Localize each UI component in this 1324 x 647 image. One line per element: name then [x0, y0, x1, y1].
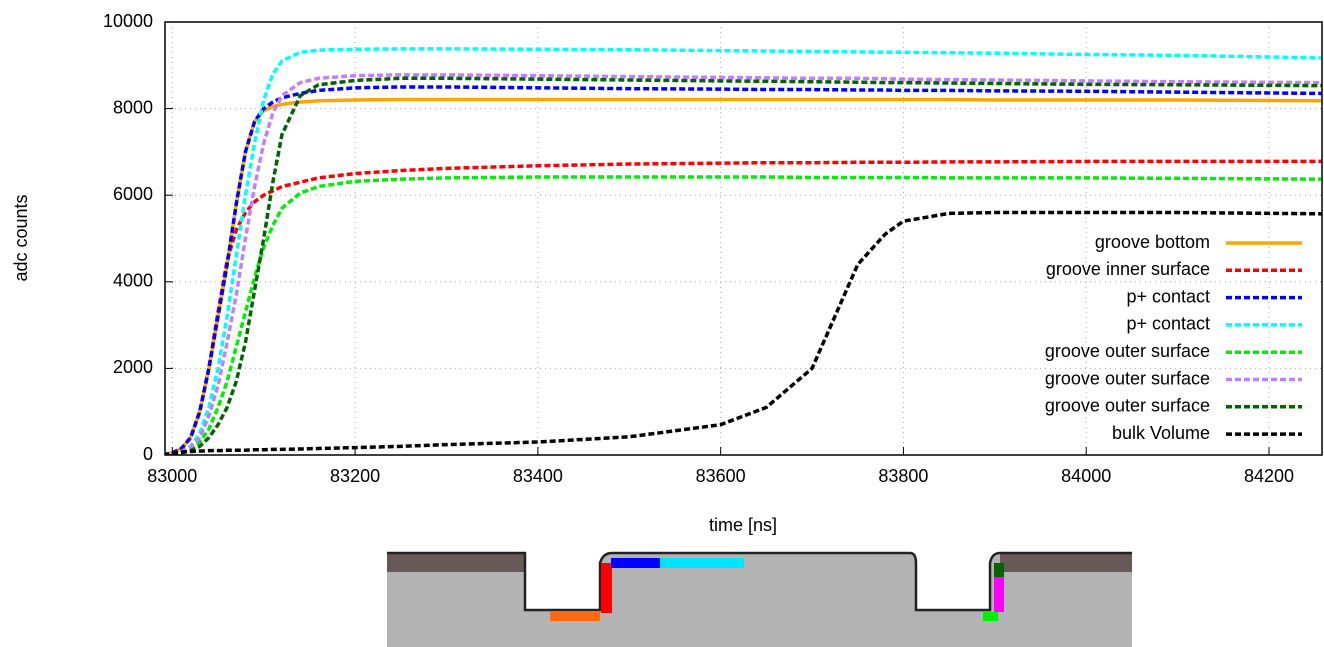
detector-diagram	[387, 551, 1132, 647]
series-line	[165, 73, 1322, 455]
legend-label: groove outer surface	[1045, 396, 1210, 416]
grid	[165, 21, 1322, 456]
y-tick-label: 0	[143, 444, 153, 464]
diagram-marker	[660, 558, 744, 568]
plot-lines	[165, 47, 1322, 455]
diagram-outline	[387, 551, 1132, 612]
y-tick-label: 8000	[113, 97, 153, 117]
diagram-top-layer	[387, 553, 525, 572]
series-line	[165, 175, 1322, 455]
labels: 0 2000 4000 6000 8000 10000 83000 83200 83400 836…	[103, 11, 1302, 486]
x-tick-label: 83400	[513, 466, 563, 486]
y-axis-label: adc counts	[11, 194, 31, 281]
y-tick-label: 4000	[113, 271, 153, 291]
plot-frame	[164, 21, 1323, 456]
series-line	[165, 85, 1322, 455]
series-line	[165, 210, 1322, 455]
diagram-marker	[601, 563, 612, 613]
legend-label: p+ contact	[1126, 314, 1210, 334]
diagram-marker	[550, 612, 600, 621]
diagram-marker	[994, 563, 1004, 577]
diagram-top-layer	[1000, 553, 1132, 572]
diagram-marker	[983, 612, 998, 621]
legend-label: groove bottom	[1095, 232, 1210, 252]
x-tick-label: 83200	[330, 466, 380, 486]
x-tick-label: 83000	[147, 466, 197, 486]
y-tick-label: 2000	[113, 357, 153, 377]
legend-label: groove inner surface	[1046, 259, 1210, 279]
x-tick-label: 83600	[696, 466, 746, 486]
x-tick-label: 84200	[1244, 466, 1294, 486]
legend-label: groove outer surface	[1045, 341, 1210, 361]
x-axis-label: time [ns]	[709, 515, 777, 535]
y-tick-label: 6000	[113, 184, 153, 204]
x-tick-label: 83800	[878, 466, 928, 486]
series-line	[165, 97, 1322, 455]
series-line	[165, 159, 1322, 455]
diagram-marker	[611, 558, 660, 568]
legend-label: p+ contact	[1126, 286, 1210, 306]
legend-label: bulk Volume	[1112, 423, 1210, 443]
y-tick-label: 10000	[103, 11, 153, 31]
series-line	[165, 76, 1322, 455]
legend-label: groove outer surface	[1045, 368, 1210, 388]
diagram-marker	[994, 577, 1004, 612]
diagram-grooves	[525, 553, 1000, 610]
series-line	[165, 47, 1322, 455]
x-tick-label: 84000	[1061, 466, 1111, 486]
